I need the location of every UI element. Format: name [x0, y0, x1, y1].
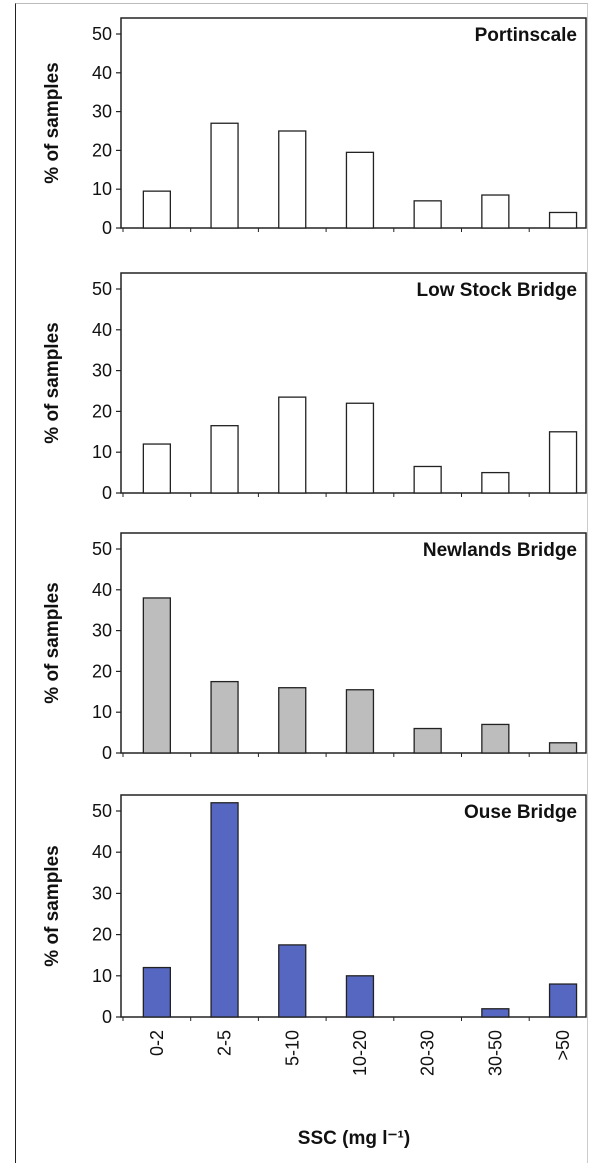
bar-10-20 [345, 402, 375, 494]
bar-20-30 [413, 200, 442, 229]
x-tick-label: 2-5 [215, 1030, 235, 1056]
y-tick-label: 10 [92, 966, 112, 986]
bar-30-50 [481, 471, 510, 494]
x-tick-label: 10-20 [350, 1030, 370, 1076]
y-tick-label: 20 [92, 925, 112, 945]
y-tick-label: 40 [92, 320, 112, 340]
y-axis-label: % of samples [42, 845, 63, 966]
x-axis-label: SSC (mg l⁻¹) [298, 1128, 410, 1149]
y-tick-label: 20 [92, 140, 112, 160]
y-tick-label: 30 [92, 361, 112, 381]
panel-title: Low Stock Bridge [417, 280, 577, 301]
y-tick-label: 40 [92, 63, 112, 83]
x-tick-label: 30-50 [485, 1030, 505, 1076]
y-axis-label: % of samples [42, 322, 63, 443]
y-tick-label: 30 [92, 102, 112, 122]
y-tick-label: 20 [92, 401, 112, 421]
y-tick-label: 0 [102, 483, 112, 503]
bar-2-5 [210, 802, 239, 1018]
bar-0-2 [142, 597, 172, 754]
y-tick-label: 50 [92, 539, 112, 559]
bar-2-5 [210, 122, 239, 229]
bar-5-10 [278, 396, 307, 494]
bar-2-5 [210, 680, 239, 754]
y-tick-label: 0 [102, 1007, 112, 1027]
y-tick-label: 10 [92, 442, 112, 462]
y-tick-label: 40 [92, 580, 112, 600]
y-axis-label: % of samples [42, 62, 63, 183]
bar-0-2 [142, 966, 172, 1018]
bar->50 [548, 211, 578, 229]
bar->50 [548, 983, 578, 1018]
x-tick-label: >50 [553, 1030, 573, 1061]
bar-20-30 [413, 727, 442, 754]
y-tick-label: 50 [92, 24, 112, 44]
x-tick-label: 5-10 [282, 1030, 302, 1066]
bar-2-5 [210, 425, 239, 494]
y-tick-label: 50 [92, 279, 112, 299]
bar-10-20 [345, 975, 375, 1018]
bar-5-10 [278, 687, 307, 754]
y-tick-label: 10 [92, 702, 112, 722]
y-tick-label: 0 [102, 218, 112, 238]
x-tick-label: 20-30 [418, 1030, 438, 1076]
bar-5-10 [278, 130, 307, 229]
bar-30-50 [481, 1008, 510, 1018]
bar-20-30 [413, 465, 442, 494]
bar-10-20 [345, 151, 375, 229]
y-tick-label: 30 [92, 621, 112, 641]
panel-title: Newlands Bridge [423, 540, 577, 561]
y-axis-label: % of samples [42, 582, 63, 703]
y-tick-label: 20 [92, 661, 112, 681]
y-tick-label: 30 [92, 883, 112, 903]
bar-0-2 [142, 190, 172, 229]
panel-title: Ouse Bridge [464, 802, 577, 823]
bar->50 [548, 431, 578, 494]
figure-frame [15, 3, 588, 1163]
bar->50 [548, 742, 578, 754]
y-tick-label: 0 [102, 743, 112, 763]
y-tick-label: 40 [92, 842, 112, 862]
x-tick-label: 0-2 [147, 1030, 167, 1056]
panel-title: Portinscale [475, 25, 577, 46]
bar-30-50 [481, 723, 510, 754]
y-tick-label: 10 [92, 179, 112, 199]
y-tick-label: 50 [92, 801, 112, 821]
bar-0-2 [142, 443, 172, 494]
bar-10-20 [345, 689, 375, 754]
bar-5-10 [278, 944, 307, 1018]
bar-30-50 [481, 194, 510, 229]
